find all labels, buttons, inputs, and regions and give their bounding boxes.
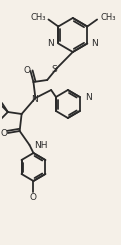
Text: S: S <box>51 64 57 74</box>
Text: N: N <box>48 39 54 48</box>
Text: NH: NH <box>34 140 48 149</box>
Text: CH₃: CH₃ <box>30 13 45 22</box>
Text: N: N <box>31 95 38 103</box>
Text: N: N <box>85 93 91 101</box>
Text: O: O <box>30 193 37 201</box>
Text: CH₃: CH₃ <box>100 13 116 22</box>
Text: O: O <box>0 128 7 137</box>
Text: O: O <box>23 65 30 74</box>
Text: N: N <box>91 39 98 48</box>
